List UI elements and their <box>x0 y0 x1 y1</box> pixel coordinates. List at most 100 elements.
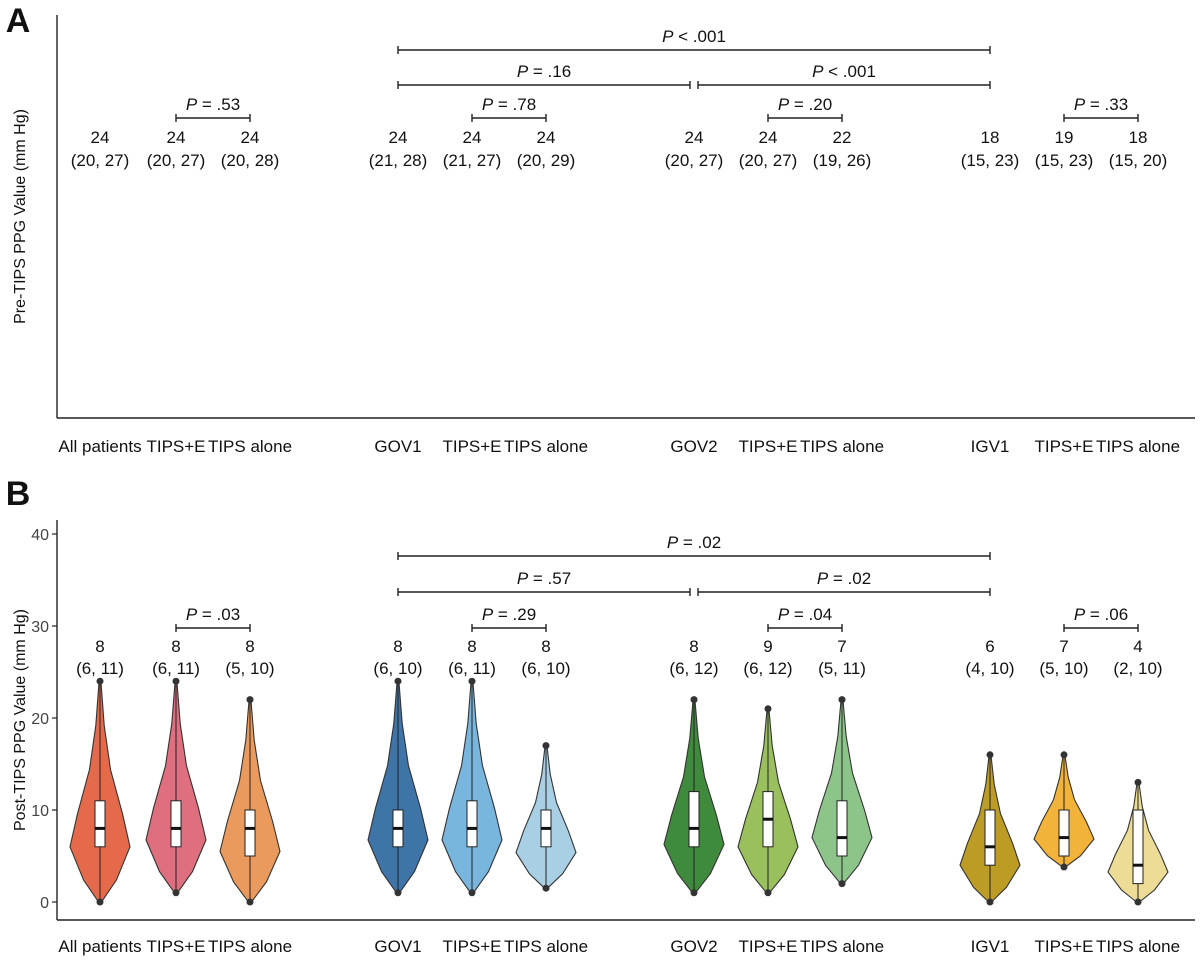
category-label: TIPS+E <box>1034 437 1093 456</box>
p-value-label: P = .53 <box>186 95 240 114</box>
p-symbol: P <box>517 569 529 588</box>
p-value-text: = .29 <box>493 605 536 624</box>
median-label: 6 <box>985 637 994 656</box>
category-label: TIPS alone <box>800 437 884 456</box>
violin-group: 24 (20, 27) All patients <box>58 128 141 456</box>
p-symbol: P <box>517 62 529 81</box>
violin-group: 24 (20, 28) TIPS alone <box>208 128 292 456</box>
chart-panel-b: B 0 10 20 30 40 Post-TIPS PPG Value (mm Hg) 8 (6… <box>6 475 1195 956</box>
category-label: TIPS+E <box>146 937 205 956</box>
p-value-bracket: P < .001 <box>397 27 991 54</box>
y-axis-title: Post-TIPS PPG Value (mm Hg) <box>12 609 29 831</box>
max-point <box>764 705 772 713</box>
median-label: 4 <box>1133 637 1142 656</box>
p-value-label: P = .78 <box>482 95 536 114</box>
min-point <box>96 898 104 906</box>
violin-group: 24 (21, 28) GOV1 <box>369 128 428 456</box>
violin-group: 8 (6, 12) GOV2 <box>663 637 725 956</box>
p-value-label: P = .20 <box>778 95 832 114</box>
iqr-label: (15, 23) <box>961 151 1020 170</box>
violin-group: 6 (4, 10) IGV1 <box>959 637 1021 956</box>
chart-panel-a: A204060Pre-TIPS PPG Value (mm Hg)24(20, … <box>6 2 1195 456</box>
p-value-text: = .57 <box>528 569 571 588</box>
p-symbol: P <box>186 605 198 624</box>
category-label: TIPS+E <box>442 937 501 956</box>
iqr-box <box>688 791 700 848</box>
p-symbol: P <box>662 27 674 46</box>
median-label: 24 <box>241 128 260 147</box>
p-value-text: = .33 <box>1085 95 1128 114</box>
max-point <box>172 677 180 685</box>
category-label: All patients <box>58 437 141 456</box>
median-label: 22 <box>833 128 852 147</box>
median-label: 8 <box>689 637 698 656</box>
iqr-label: (6, 11) <box>152 659 200 678</box>
p-value-label: P = .33 <box>1074 95 1128 114</box>
min-point <box>468 889 476 897</box>
p-value-text: = .02 <box>828 569 871 588</box>
median-label: 24 <box>759 128 778 147</box>
violin-group: 7 (5, 11) TIPS alone <box>800 637 884 956</box>
violin-group: 18 (15, 20) TIPS alone <box>1096 128 1180 456</box>
p-symbol: P <box>667 533 679 552</box>
category-label: TIPS alone <box>1096 937 1180 956</box>
p-value-text: = .04 <box>789 605 832 624</box>
min-point <box>1134 898 1142 906</box>
iqr-label: (5, 11) <box>818 659 866 678</box>
category-label: TIPS alone <box>800 937 884 956</box>
iqr-label: (5, 10) <box>1039 659 1088 678</box>
p-symbol: P <box>817 569 829 588</box>
iqr-box <box>466 800 478 848</box>
p-value-label: P = .03 <box>186 605 240 624</box>
violin-group: 8 (6, 11) All patients <box>58 637 141 956</box>
p-value-bracket: P = .29 <box>471 605 547 632</box>
max-point <box>468 677 476 685</box>
p-value-bracket: P = .06 <box>1063 605 1139 632</box>
iqr-label: (4, 10) <box>965 659 1014 678</box>
median-label: 18 <box>981 128 1000 147</box>
p-value-text: = .20 <box>789 95 832 114</box>
min-point <box>690 889 698 897</box>
iqr-label: (20, 27) <box>739 151 798 170</box>
violin-group: 24 (21, 27) TIPS+E <box>442 128 501 456</box>
p-value-label: P = .04 <box>778 605 832 624</box>
violin-group: 18 (15, 23) IGV1 <box>961 128 1020 456</box>
p-value-text: = .78 <box>493 95 536 114</box>
y-tick-label: 0 <box>40 895 49 912</box>
median-label: 24 <box>91 128 110 147</box>
iqr-box <box>1058 809 1070 857</box>
iqr-label: (20, 28) <box>221 151 280 170</box>
p-symbol: P <box>778 95 790 114</box>
violin-group: 24 (20, 27) TIPS+E <box>738 128 798 456</box>
min-point <box>542 884 550 892</box>
min-point <box>986 898 994 906</box>
category-label: TIPS+E <box>1034 937 1093 956</box>
max-point <box>986 751 994 759</box>
violin-group: 8 (6, 11) TIPS+E <box>441 637 503 956</box>
median-label: 24 <box>463 128 482 147</box>
median-label: 8 <box>245 637 254 656</box>
p-value-label: P < .001 <box>662 27 726 46</box>
median-label: 19 <box>1055 128 1074 147</box>
p-symbol: P <box>482 605 494 624</box>
max-point <box>246 696 254 704</box>
p-symbol: P <box>186 95 198 114</box>
panel-letter: B <box>6 475 31 513</box>
median-label: 24 <box>537 128 556 147</box>
iqr-label: (20, 27) <box>665 151 724 170</box>
p-value-label: P = .29 <box>482 605 536 624</box>
category-label: GOV2 <box>670 937 717 956</box>
category-label: TIPS+E <box>738 437 797 456</box>
y-tick-label: 30 <box>31 619 49 636</box>
category-label: GOV2 <box>670 437 717 456</box>
iqr-label: (6, 10) <box>373 659 422 678</box>
median-label: 8 <box>393 637 402 656</box>
iqr-label: (5, 10) <box>225 659 274 678</box>
p-symbol: P <box>812 62 824 81</box>
violin-group: 8 (6, 11) TIPS+E <box>145 637 207 956</box>
median-label: 24 <box>685 128 704 147</box>
p-value-label: P = .57 <box>517 569 571 588</box>
p-value-text: = .02 <box>678 533 721 552</box>
iqr-box <box>836 800 848 857</box>
